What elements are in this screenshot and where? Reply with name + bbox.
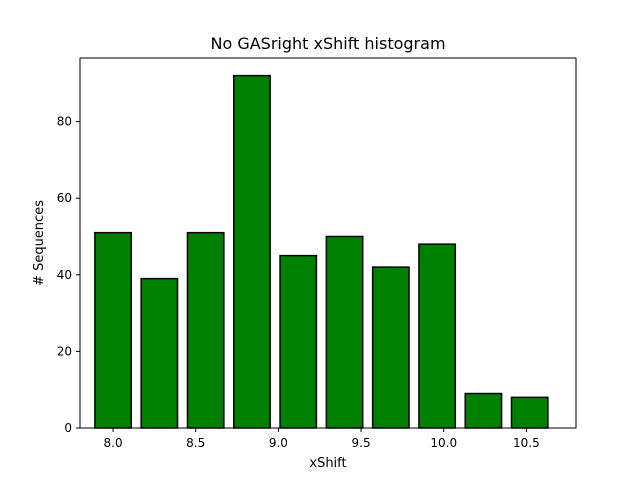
x-tick-label: 8.0 [104, 436, 123, 450]
chart-title: No GASright xShift histogram [210, 34, 445, 53]
y-tick-label: 60 [57, 191, 72, 205]
x-tick-label: 9.5 [352, 436, 371, 450]
bar [186, 231, 225, 429]
x-tick-label: 10.5 [513, 436, 540, 450]
bar [279, 254, 318, 429]
y-tick-label: 0 [64, 421, 72, 435]
bar [371, 266, 410, 429]
bar [94, 231, 133, 429]
y-tick-label: 80 [57, 115, 72, 129]
bar [325, 235, 364, 429]
y-axis-ticks: 0 20 40 60 80 [57, 115, 80, 435]
bar [464, 392, 503, 429]
plot-frame [79, 57, 577, 429]
x-axis-label: xShift [309, 456, 346, 471]
bars-group [94, 74, 549, 429]
x-tick-label: 10.0 [430, 436, 457, 450]
bar [140, 277, 179, 429]
bar [233, 74, 271, 429]
y-tick-label: 40 [57, 268, 72, 282]
x-tick-label: 9.0 [269, 436, 288, 450]
y-axis-label: # Sequences [32, 200, 47, 286]
x-axis-ticks: 8.0 8.5 9.0 9.5 10.0 10.5 [104, 428, 540, 450]
y-tick-label: 20 [57, 344, 72, 358]
x-tick-label: 8.5 [186, 436, 205, 450]
bar [418, 243, 457, 429]
bar [510, 396, 549, 429]
